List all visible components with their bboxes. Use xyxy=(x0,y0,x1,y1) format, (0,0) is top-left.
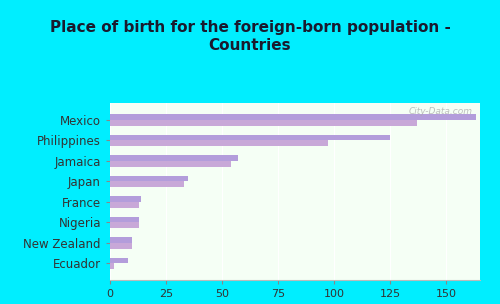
Bar xyxy=(110,237,132,243)
Bar xyxy=(110,257,128,263)
Bar xyxy=(110,202,139,208)
Bar xyxy=(110,155,238,161)
Bar xyxy=(110,222,139,228)
Bar xyxy=(110,196,142,202)
Bar xyxy=(110,120,417,126)
Bar xyxy=(110,135,390,140)
Bar xyxy=(110,216,139,222)
Bar xyxy=(110,181,184,187)
Bar xyxy=(110,140,328,146)
Text: Place of birth for the foreign-born population -
Countries: Place of birth for the foreign-born popu… xyxy=(50,20,450,53)
Bar xyxy=(110,161,231,167)
Bar xyxy=(110,243,132,248)
Bar xyxy=(110,263,114,269)
Bar xyxy=(110,114,476,120)
Bar xyxy=(110,175,188,181)
Text: City-Data.com: City-Data.com xyxy=(408,107,472,116)
